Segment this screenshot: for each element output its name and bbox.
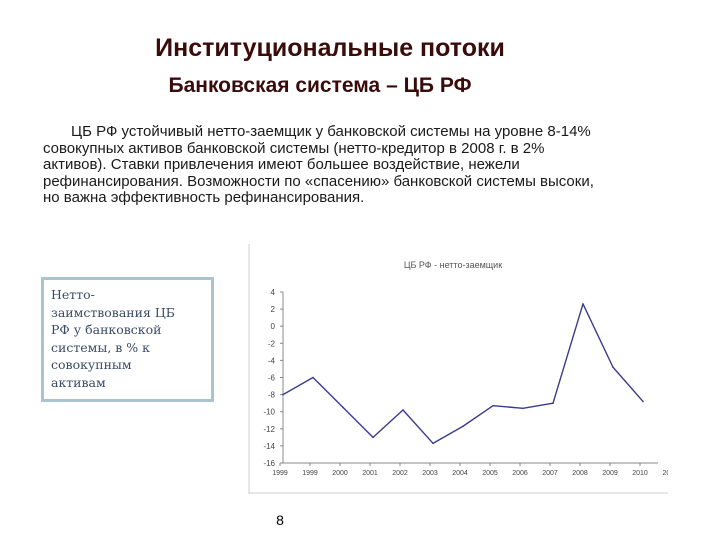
data-point <box>522 407 524 410</box>
y-tick-label: -6 <box>268 374 276 383</box>
data-point <box>312 376 314 379</box>
y-tick-label: -16 <box>263 459 275 468</box>
y-tick-label: 4 <box>271 288 276 297</box>
data-point <box>552 402 554 404</box>
slide-title: Институциональные потоки <box>155 34 505 62</box>
x-tick-label: 2005 <box>482 470 498 477</box>
x-tick-label: 2000 <box>332 470 348 477</box>
line-chart: ЦБ РФ - нетто-заемщик 4 2 0 -2 -4 -6 -8 -10 -12 -1… <box>248 244 678 494</box>
x-tick-label: 2007 <box>542 470 558 477</box>
data-point <box>342 406 344 409</box>
data-point <box>492 404 494 407</box>
y-tick-label: 2 <box>271 305 276 314</box>
chart-title: ЦБ РФ - нетто-заемщик <box>404 260 502 270</box>
y-tick-label: -10 <box>263 408 275 417</box>
body-paragraph: ЦБ РФ устойчивый нетто-заемщик у банковс… <box>43 123 608 207</box>
page-number: 8 <box>276 512 284 528</box>
x-tick-label: 2011 <box>662 470 668 477</box>
x-tick-label: 1999 <box>302 470 318 477</box>
data-point <box>462 425 464 428</box>
x-tick-label: 2004 <box>452 470 468 477</box>
slide-subtitle: Банковская система – ЦБ РФ <box>168 74 472 97</box>
y-tick-label: -8 <box>268 391 276 400</box>
x-tick-label: 2010 <box>632 470 648 477</box>
y-tick-label: -12 <box>263 425 275 434</box>
x-tick-label: 1999 <box>272 470 288 477</box>
x-tick-label: 2001 <box>362 470 378 477</box>
data-point <box>582 303 584 305</box>
x-tick-label: 2006 <box>512 470 528 477</box>
chart-container: ЦБ РФ - нетто-заемщик 4 2 0 -2 -4 -6 -8 -10 -12 -1… <box>248 244 678 494</box>
callout-box: Нетто- заимствования ЦБ РФ у банковской … <box>41 277 214 402</box>
series-line <box>282 303 644 445</box>
y-tick-label: -4 <box>268 356 276 365</box>
callout-text: Нетто- заимствования ЦБ РФ у банковской … <box>51 287 175 390</box>
data-point <box>642 400 644 403</box>
data-point <box>402 409 404 411</box>
data-point <box>612 366 614 369</box>
x-tick-label: 2009 <box>602 470 618 477</box>
data-point <box>282 393 284 396</box>
x-tick-label: 2008 <box>572 470 588 477</box>
x-tick-label: 2003 <box>422 470 438 477</box>
x-tick-label: 2002 <box>392 470 408 477</box>
body-text: ЦБ РФ устойчивый нетто-заемщик у банковс… <box>43 123 594 206</box>
data-point <box>372 436 374 439</box>
y-tick-label: -14 <box>263 442 275 451</box>
y-tick-label: -2 <box>268 339 276 348</box>
y-tick-label: 0 <box>271 322 276 331</box>
data-point <box>432 442 434 445</box>
